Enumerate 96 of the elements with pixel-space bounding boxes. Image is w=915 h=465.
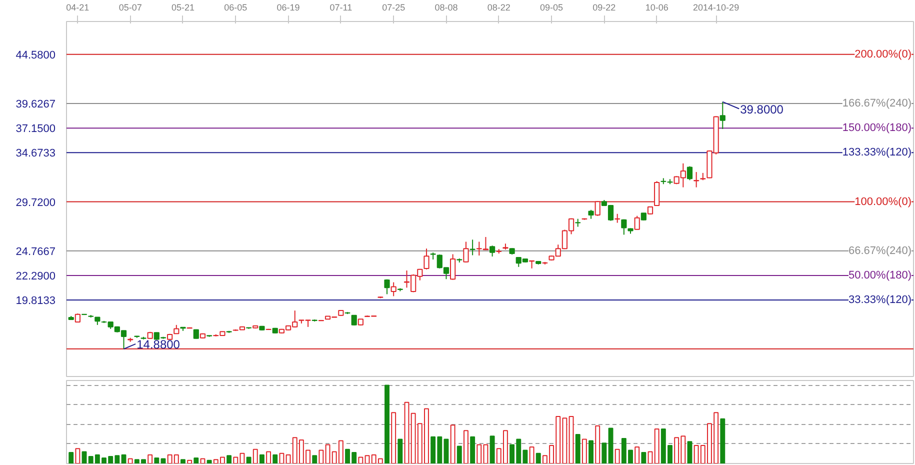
bar: [259, 454, 264, 464]
bar: [456, 446, 462, 464]
candlestick: [390, 282, 396, 297]
bar: [206, 460, 212, 464]
bar: [154, 458, 160, 464]
candlestick: [463, 241, 469, 263]
bar: [575, 434, 580, 464]
bar: [470, 436, 476, 464]
candlestick: [470, 239, 476, 256]
bar: [687, 441, 692, 464]
bar: [404, 402, 410, 464]
x-tick-label: 08-08: [434, 2, 458, 12]
annotation: 33.33%(120): [848, 294, 912, 306]
x-tick-label: 04-21: [66, 2, 90, 12]
candlestick: [384, 278, 390, 295]
annotation: 200.00%(0): [854, 48, 912, 60]
bar: [266, 451, 272, 464]
annotation: 39.8000: [740, 102, 784, 116]
x-tick-label: 2014-10-29: [693, 2, 740, 12]
bar: [529, 446, 534, 464]
candlestick: [720, 101, 726, 130]
annotation: 66.67%(240): [848, 244, 912, 257]
bar: [252, 448, 258, 464]
x-tick-label: 09-22: [592, 2, 616, 12]
bar: [450, 424, 456, 464]
y-tick-label: 37.1500: [16, 123, 56, 136]
bar: [279, 452, 284, 464]
x-tick-label: 08-22: [487, 2, 510, 12]
bar: [720, 418, 726, 464]
y-tick-label: 39.6267: [16, 98, 56, 111]
bar: [654, 428, 660, 464]
x-tick-label: 10-06: [645, 2, 668, 12]
bar: [444, 438, 449, 464]
bar: [595, 425, 600, 464]
bar: [648, 451, 653, 464]
candlestick: [634, 215, 640, 230]
annotation: 100.00%(0): [854, 196, 912, 208]
annotation: 150.00%(180): [842, 122, 912, 134]
candlestick: [621, 218, 627, 236]
bar: [568, 416, 574, 464]
bar: [536, 452, 541, 464]
candlestick: [686, 166, 693, 181]
bar: [358, 456, 364, 464]
bar: [200, 458, 206, 464]
y-tick-label: 24.7667: [16, 246, 56, 258]
x-tick-label: 07-11: [330, 2, 352, 12]
bar: [82, 451, 87, 464]
x-tick-label: 05-21: [171, 2, 195, 12]
bar: [148, 454, 153, 464]
y-tick-label: 19.8133: [16, 295, 56, 308]
candlestick: [193, 328, 199, 340]
bar: [614, 448, 620, 464]
x-tick-label: 06-05: [224, 2, 248, 12]
annotation: 133.33%(120): [842, 146, 912, 159]
y-tick-label: 29.7200: [16, 196, 56, 209]
annotation: 50.00%(180): [848, 269, 912, 282]
x-tick-label: 09-05: [540, 2, 564, 12]
bar: [398, 438, 403, 464]
annotation: 166.67%(240): [842, 98, 912, 110]
x-tick-label: 06-19: [276, 2, 300, 12]
annotation: 14.8800: [136, 337, 180, 352]
bar: [312, 455, 318, 464]
bar: [194, 458, 199, 464]
bar: [160, 458, 166, 464]
bar: [588, 440, 594, 464]
bar: [582, 438, 587, 464]
bar: [68, 452, 74, 464]
bar: [121, 454, 126, 464]
y-tick-label: 44.5800: [16, 49, 56, 62]
bar: [246, 456, 252, 464]
candlestick: [450, 254, 456, 280]
bar: [226, 455, 232, 464]
y-tick-label: 34.6733: [16, 148, 56, 160]
candlestick: [490, 245, 496, 258]
bar: [384, 384, 390, 464]
bar: [490, 436, 495, 464]
x-tick-label: 05-07: [118, 2, 142, 12]
bar: [75, 448, 80, 464]
bar: [318, 450, 324, 464]
bar: [641, 452, 646, 464]
bar: [634, 446, 640, 464]
x-tick-label: 07-25: [382, 2, 406, 12]
candlestick: [424, 248, 430, 270]
candlestick: [694, 172, 700, 188]
bar: [180, 459, 186, 464]
bar: [602, 442, 607, 464]
y-tick-label: 22.2900: [16, 270, 56, 282]
bar: [187, 460, 192, 464]
bar: [325, 444, 330, 464]
bar: [464, 430, 468, 464]
bar: [391, 412, 396, 464]
bar: [272, 454, 278, 464]
candlestick: [351, 314, 357, 326]
bar: [608, 428, 614, 464]
bar: [128, 458, 133, 464]
bar: [364, 455, 370, 464]
